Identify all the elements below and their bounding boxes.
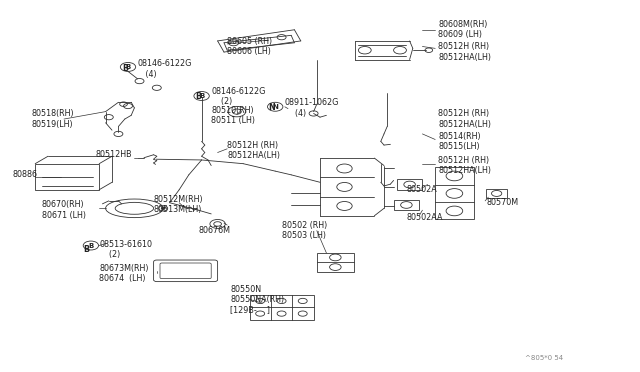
Bar bbox=[250, 295, 314, 320]
Text: 80512H (RH)
80512HA(LH): 80512H (RH) 80512HA(LH) bbox=[227, 141, 280, 160]
Text: B: B bbox=[195, 92, 202, 101]
Text: ^805*0 54: ^805*0 54 bbox=[525, 355, 563, 361]
Bar bbox=[397, 179, 422, 190]
Circle shape bbox=[161, 207, 165, 209]
Text: 08146-6122G
    (2): 08146-6122G (2) bbox=[211, 87, 266, 106]
Text: 08513-61610
    (2): 08513-61610 (2) bbox=[99, 240, 152, 259]
Text: 80514(RH)
80515(LH): 80514(RH) 80515(LH) bbox=[438, 132, 481, 151]
Text: 80673M(RH)
80674  (LH): 80673M(RH) 80674 (LH) bbox=[99, 264, 148, 283]
Bar bbox=[394, 200, 419, 210]
Text: B: B bbox=[88, 243, 93, 248]
Text: B: B bbox=[199, 93, 204, 99]
Text: 80512M(RH)
80513M(LH): 80512M(RH) 80513M(LH) bbox=[154, 195, 204, 214]
Text: N: N bbox=[272, 104, 278, 110]
Text: 08146-6122G
   (4): 08146-6122G (4) bbox=[138, 59, 192, 78]
Text: 80608M(RH)
80609 (LH): 80608M(RH) 80609 (LH) bbox=[438, 20, 488, 39]
Text: 80670(RH)
80671 (LH): 80670(RH) 80671 (LH) bbox=[42, 201, 86, 220]
Text: 80512H (RH)
80512HA(LH): 80512H (RH) 80512HA(LH) bbox=[438, 42, 492, 62]
Text: 80886: 80886 bbox=[13, 170, 38, 179]
Text: 80518(RH)
80519(LH): 80518(RH) 80519(LH) bbox=[32, 109, 75, 129]
Text: 80510(RH)
80511 (LH): 80510(RH) 80511 (LH) bbox=[211, 106, 255, 125]
Bar bbox=[486, 189, 507, 198]
Text: 80502 (RH)
80503 (LH): 80502 (RH) 80503 (LH) bbox=[282, 221, 327, 240]
Text: 80502AA: 80502AA bbox=[406, 213, 443, 222]
Text: 08911-1062G
    (4): 08911-1062G (4) bbox=[285, 98, 339, 118]
Text: 80570M: 80570M bbox=[486, 198, 518, 207]
Text: N: N bbox=[268, 103, 275, 112]
Bar bbox=[35, 164, 99, 190]
Text: B: B bbox=[122, 64, 128, 73]
Text: B: B bbox=[83, 245, 90, 254]
Text: 80502A: 80502A bbox=[406, 185, 437, 194]
Text: 80676M: 80676M bbox=[198, 226, 230, 235]
Bar bbox=[317, 253, 354, 272]
Text: 80550N
80550NA(RH)
[129B-    ]: 80550N 80550NA(RH) [129B- ] bbox=[230, 285, 285, 314]
Text: 80512H (RH)
80512HA(LH): 80512H (RH) 80512HA(LH) bbox=[438, 109, 492, 129]
Text: 80512HB: 80512HB bbox=[96, 150, 132, 159]
Text: 80605 (RH)
80606 (LH): 80605 (RH) 80606 (LH) bbox=[227, 37, 273, 56]
Text: 80512H (RH)
80512HA(LH): 80512H (RH) 80512HA(LH) bbox=[438, 156, 492, 175]
Text: B: B bbox=[125, 64, 131, 70]
Bar bbox=[435, 167, 474, 219]
